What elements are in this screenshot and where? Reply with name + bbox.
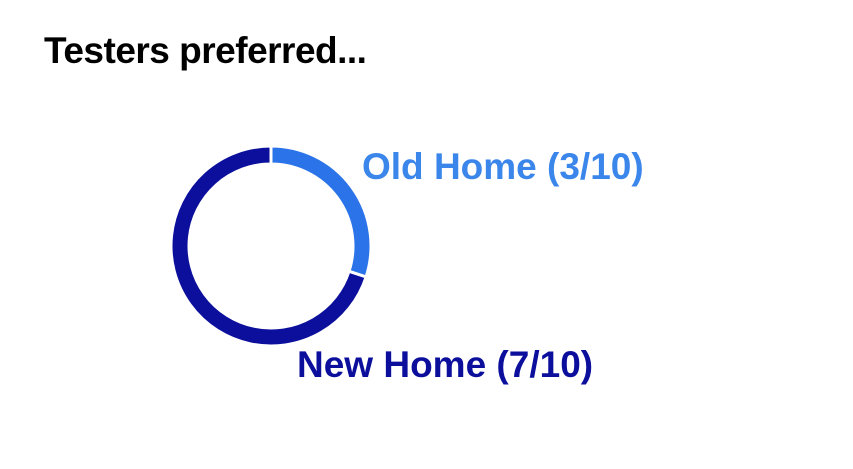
donut-slices: [169, 144, 373, 348]
slice-label-new-home: New Home (7/10): [297, 344, 593, 385]
chart-title: Testers preferred...: [44, 30, 367, 71]
slice-label-old-home: Old Home (3/10): [362, 146, 644, 187]
slice-new-home: [169, 144, 368, 348]
slice-old-home: [269, 144, 373, 279]
slice-labels: Old Home (3/10) New Home (7/10): [297, 146, 644, 385]
